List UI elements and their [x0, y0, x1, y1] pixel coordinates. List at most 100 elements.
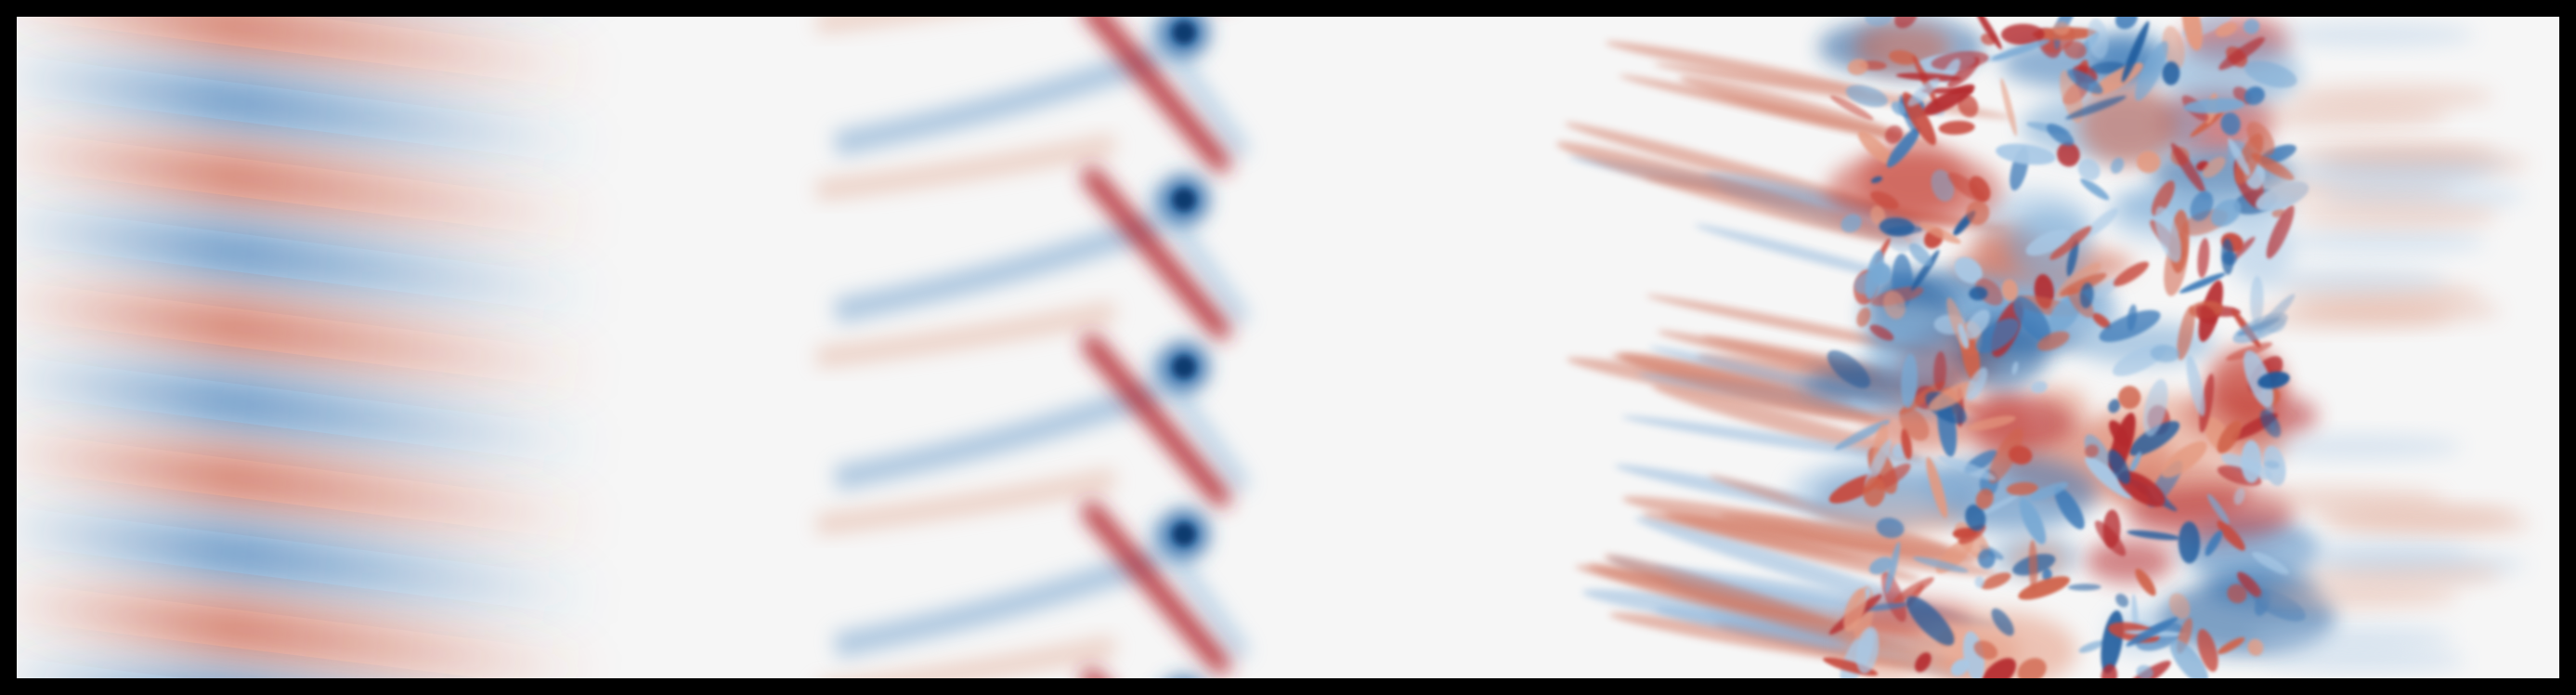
eddy: [2049, 226, 2092, 260]
eddy: [1868, 557, 1893, 575]
eddy: [1947, 172, 1986, 203]
vortex-core: [1173, 356, 1195, 378]
eddy: [2179, 272, 2226, 294]
eddy: [1870, 190, 1899, 210]
eddy: [2127, 530, 2181, 541]
eddy: [2220, 111, 2241, 136]
shear-streak: [1085, 17, 1230, 172]
eddy: [2205, 530, 2223, 557]
eddy: [2227, 584, 2247, 604]
inflow-streak: [1619, 353, 1876, 422]
eddy: [1847, 59, 1868, 75]
eddy: [2013, 295, 2051, 342]
wave-band: [17, 17, 611, 678]
eddy: [2029, 481, 2069, 502]
eddy: [2101, 663, 2118, 678]
eddy: [1991, 608, 2014, 636]
eddy: [1973, 640, 1998, 660]
eddy: [1885, 541, 1901, 594]
eddy: [2136, 151, 2161, 174]
eddy: [2237, 571, 2263, 598]
eddy: [2078, 640, 2105, 653]
eddy: [2011, 361, 2019, 375]
eddy: [2028, 540, 2038, 592]
eddy: [2092, 312, 2112, 329]
shear-streak: [1082, 502, 1230, 674]
inflow-streak: [1608, 612, 1920, 668]
eddy: [1964, 309, 1990, 340]
eddy: [2008, 445, 2033, 465]
wake-streak: [2292, 140, 2497, 167]
eddy: [2031, 381, 2048, 394]
eddy: [1870, 176, 1883, 184]
eddy: [2108, 399, 2121, 413]
eddy: [1901, 428, 1912, 460]
eddy: [1907, 77, 1940, 107]
wake-streak: [2294, 202, 2499, 229]
eddy: [1870, 205, 1886, 226]
eddy: [1977, 548, 1996, 569]
wake-streak: [2249, 624, 2454, 651]
eddy: [2115, 593, 2129, 608]
eddy: [2244, 60, 2297, 88]
vortex-core: [1177, 677, 1191, 678]
wake-streak: [2270, 21, 2476, 48]
stripe: [17, 590, 611, 678]
stripe: [17, 364, 611, 459]
eddy: [2168, 593, 2191, 620]
eddy: [2218, 36, 2265, 71]
eddy: [1884, 125, 1903, 144]
eddy: [2018, 576, 2071, 600]
wake-streak: [2289, 84, 2494, 111]
eddy: [1891, 100, 1906, 116]
eddy: [1958, 323, 1970, 349]
eddy: [1933, 351, 1946, 392]
eddy-large: [2085, 539, 2174, 584]
inflow-streak: [1642, 512, 1998, 576]
wake-streak: [2244, 267, 2450, 294]
eddy: [2006, 481, 2038, 496]
eddy: [2025, 229, 2071, 256]
eddy: [2220, 238, 2234, 275]
eddy: [2247, 638, 2264, 656]
stripe: [17, 138, 611, 233]
eddy: [2243, 19, 2260, 34]
eddy: [1914, 652, 1932, 673]
eddy: [2257, 371, 2290, 389]
eddy: [1865, 17, 1893, 27]
eddy: [2000, 23, 2045, 46]
eddy: [2244, 350, 2274, 408]
eddy: [1865, 439, 1892, 488]
eddy: [2234, 133, 2264, 185]
eddy: [1895, 72, 1962, 82]
shear-streak: [1082, 167, 1230, 339]
eddy: [2085, 444, 2100, 458]
eddy: [2108, 449, 2130, 485]
eddy: [2150, 345, 2180, 362]
eddy: [2129, 451, 2141, 474]
eddy: [2052, 21, 2071, 35]
eddy-large: [1826, 151, 2002, 231]
eddy: [2170, 142, 2205, 194]
eddy: [2169, 639, 2208, 678]
eddy: [1926, 456, 1947, 518]
wake-streak: [2279, 159, 2484, 186]
eddy: [2080, 177, 2110, 201]
eddy: [2241, 439, 2262, 483]
inflow-streak: [1555, 141, 1913, 245]
eddy: [2228, 138, 2251, 177]
stripe: [17, 289, 611, 384]
eddy: [1894, 17, 1918, 29]
eddy: [1856, 307, 1871, 328]
eddy: [2197, 238, 2210, 279]
eddy: [2244, 86, 2265, 106]
eddy: [1900, 353, 1918, 409]
eddy: [1950, 659, 1970, 676]
trail-arm: [815, 135, 1116, 200]
eddy: [2063, 41, 2087, 59]
eddy: [2134, 41, 2168, 101]
eddy: [1861, 602, 1907, 611]
eddy: [2121, 20, 2150, 83]
eddy: [2162, 25, 2185, 70]
